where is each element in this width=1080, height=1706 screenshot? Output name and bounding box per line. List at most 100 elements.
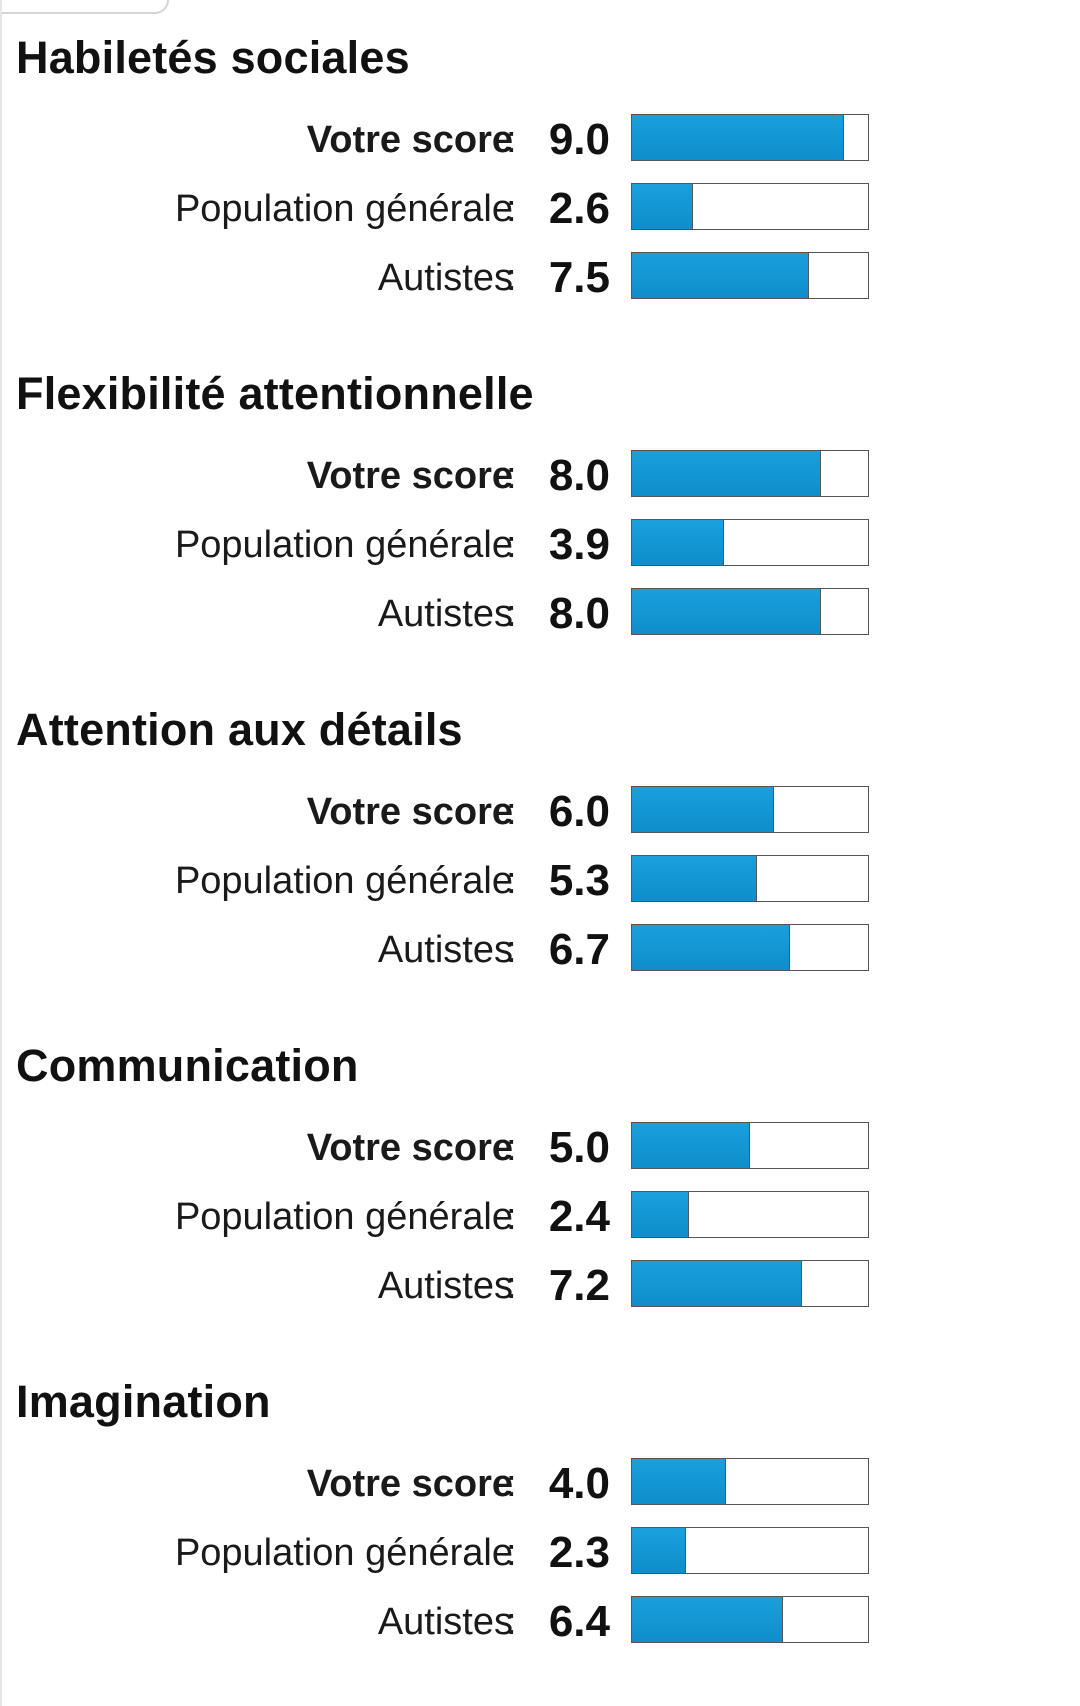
score-row: Population générale:3.9 bbox=[0, 519, 1080, 571]
score-bar-fill bbox=[632, 787, 774, 832]
score-row: Votre score:9.0 bbox=[0, 114, 1080, 166]
score-section: Flexibilité attentionnelle Votre score:8.… bbox=[0, 366, 1080, 666]
score-value: 5.3 bbox=[548, 856, 610, 905]
score-value: 7.5 bbox=[548, 253, 610, 302]
row-label: Population générale bbox=[174, 524, 513, 566]
row-label: Autistes bbox=[377, 929, 513, 971]
label-colon: : bbox=[506, 188, 517, 230]
score-bar bbox=[631, 1596, 869, 1643]
score-value: 2.4 bbox=[548, 1192, 610, 1241]
score-row: Autistes:6.4 bbox=[0, 1596, 1080, 1648]
score-value: 9.0 bbox=[548, 115, 610, 164]
label-colon: : bbox=[506, 1196, 517, 1238]
score-bar bbox=[631, 588, 869, 635]
row-label: Votre score bbox=[306, 119, 513, 161]
label-colon: : bbox=[506, 1601, 517, 1643]
score-value: 7.2 bbox=[548, 1261, 610, 1310]
label-colon: : bbox=[506, 257, 517, 299]
section-title: Communication bbox=[16, 1040, 359, 1091]
row-label: Autistes bbox=[377, 1265, 513, 1307]
row-label: Votre score bbox=[306, 455, 513, 497]
score-bar-fill bbox=[632, 1192, 689, 1237]
score-row: Autistes:6.7 bbox=[0, 924, 1080, 976]
row-label: Autistes bbox=[377, 593, 513, 635]
score-bar bbox=[631, 183, 869, 230]
label-colon: : bbox=[506, 791, 517, 833]
label-colon: : bbox=[506, 929, 517, 971]
score-bar-fill bbox=[632, 253, 809, 298]
section-title: Attention aux détails bbox=[16, 704, 463, 755]
score-row: Population générale:2.3 bbox=[0, 1527, 1080, 1579]
score-value: 8.0 bbox=[548, 589, 610, 638]
score-bar bbox=[631, 1260, 869, 1307]
label-colon: : bbox=[506, 119, 517, 161]
score-bar-fill bbox=[632, 1123, 750, 1168]
score-bar-fill bbox=[632, 1261, 802, 1306]
score-bar bbox=[631, 450, 869, 497]
score-section: Habiletés sociales Votre score:9.0 Populat… bbox=[0, 30, 1080, 330]
section-title: Habiletés sociales bbox=[16, 32, 410, 83]
row-label: Votre score bbox=[306, 791, 513, 833]
score-row: Votre score:8.0 bbox=[0, 450, 1080, 502]
score-value: 6.0 bbox=[548, 787, 610, 836]
score-bar-fill bbox=[632, 184, 694, 229]
score-value: 8.0 bbox=[548, 451, 610, 500]
score-row: Population générale:2.6 bbox=[0, 183, 1080, 235]
score-bar-fill bbox=[632, 1459, 727, 1504]
label-colon: : bbox=[506, 524, 517, 566]
score-bar-fill bbox=[632, 856, 758, 901]
score-row: Autistes:8.0 bbox=[0, 588, 1080, 640]
score-value: 4.0 bbox=[548, 1459, 610, 1508]
score-bar-fill bbox=[632, 451, 821, 496]
score-bar bbox=[631, 1527, 869, 1574]
score-bar-fill bbox=[632, 520, 725, 565]
score-bar bbox=[631, 1122, 869, 1169]
section-title: Imagination bbox=[16, 1376, 271, 1427]
label-colon: : bbox=[506, 1532, 517, 1574]
score-row: Population générale:5.3 bbox=[0, 855, 1080, 907]
score-row: Population générale:2.4 bbox=[0, 1191, 1080, 1243]
score-row: Votre score:4.0 bbox=[0, 1458, 1080, 1510]
row-label: Autistes bbox=[377, 1601, 513, 1643]
label-colon: : bbox=[506, 1127, 517, 1169]
row-label: Population générale bbox=[174, 1532, 513, 1574]
row-label: Population générale bbox=[174, 188, 513, 230]
score-section: Imagination Votre score:4.0 Population gén… bbox=[0, 1374, 1080, 1674]
score-bar bbox=[631, 1191, 869, 1238]
label-colon: : bbox=[506, 593, 517, 635]
score-bar-fill bbox=[632, 589, 821, 634]
row-label: Autistes bbox=[377, 257, 513, 299]
label-colon: : bbox=[506, 860, 517, 902]
score-value: 6.7 bbox=[548, 925, 610, 974]
top-tab-edge bbox=[0, 0, 169, 14]
row-label: Population générale bbox=[174, 860, 513, 902]
score-value: 5.0 bbox=[548, 1123, 610, 1172]
score-bar-fill bbox=[632, 115, 845, 160]
score-section: Attention aux détails Votre score:6.0 Popu… bbox=[0, 702, 1080, 1002]
score-row: Votre score:6.0 bbox=[0, 786, 1080, 838]
score-bar bbox=[631, 924, 869, 971]
score-bar-fill bbox=[632, 1597, 784, 1642]
score-bar bbox=[631, 114, 869, 161]
score-bar-fill bbox=[632, 1528, 687, 1573]
score-bar bbox=[631, 786, 869, 833]
label-colon: : bbox=[506, 1463, 517, 1505]
score-bar bbox=[631, 1458, 869, 1505]
score-bar bbox=[631, 252, 869, 299]
score-row: Autistes:7.2 bbox=[0, 1260, 1080, 1312]
row-label: Votre score bbox=[306, 1127, 513, 1169]
left-divider bbox=[0, 0, 2, 1706]
score-bar-fill bbox=[632, 925, 791, 970]
section-title: Flexibilité attentionnelle bbox=[16, 368, 534, 419]
label-colon: : bbox=[506, 455, 517, 497]
score-value: 3.9 bbox=[548, 520, 610, 569]
score-row: Autistes:7.5 bbox=[0, 252, 1080, 304]
row-label: Votre score bbox=[306, 1463, 513, 1505]
row-label: Population générale bbox=[174, 1196, 513, 1238]
score-bar bbox=[631, 519, 869, 566]
score-value: 2.3 bbox=[548, 1528, 610, 1577]
score-value: 2.6 bbox=[548, 184, 610, 233]
score-bar bbox=[631, 855, 869, 902]
label-colon: : bbox=[506, 1265, 517, 1307]
score-row: Votre score:5.0 bbox=[0, 1122, 1080, 1174]
